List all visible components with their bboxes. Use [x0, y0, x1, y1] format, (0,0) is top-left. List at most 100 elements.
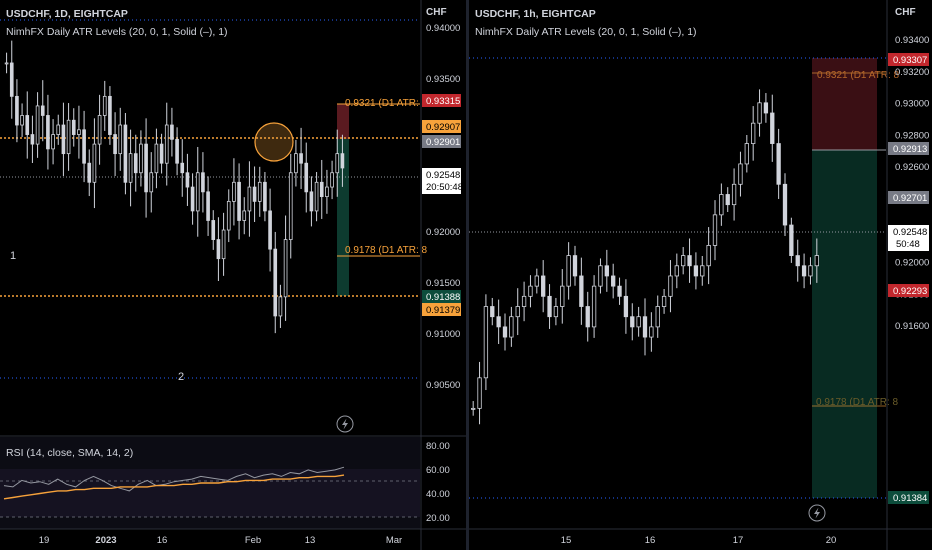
candle-body: [87, 162, 92, 183]
left-badge-support: [422, 303, 461, 316]
candle-body: [630, 316, 635, 328]
candle-body: [738, 163, 743, 185]
right-badge-target-top-text: 0.92913: [893, 144, 927, 155]
candle-body: [113, 134, 117, 155]
candle-body: [801, 265, 807, 277]
candle-body: [808, 265, 813, 277]
candle-body: [247, 186, 252, 212]
left-badge-resistance-text: 0.92907: [426, 122, 460, 133]
candle-body: [232, 181, 236, 202]
candle-body: [471, 407, 476, 410]
time-tick-label: 20: [826, 535, 837, 546]
rsi-tick-label: 80.00: [426, 441, 450, 452]
candle-body: [304, 162, 309, 193]
pane-divider[interactable]: [466, 0, 469, 550]
left-lightning-icon[interactable]: [336, 415, 354, 433]
right-panel[interactable]: USDCHF, 1h, EIGHTCAP NimhFX Daily ATR Le…: [469, 0, 932, 550]
left-badge-countdown-text: 20:50:48: [426, 182, 463, 193]
candle-body: [180, 162, 185, 174]
time-tick-label: 15: [561, 535, 572, 546]
candle-body: [490, 306, 495, 318]
right-lightning-icon[interactable]: [808, 504, 826, 522]
candle-body: [763, 102, 769, 114]
price-tick-label: 0.92600: [895, 162, 929, 173]
candle-body: [15, 95, 19, 126]
time-tick-label: Mar: [386, 535, 402, 546]
candle-body: [528, 285, 533, 297]
time-tick-label: 2023: [95, 535, 116, 546]
candle-body: [776, 143, 781, 185]
candle-body: [71, 119, 76, 135]
candle-body: [288, 172, 293, 240]
candle-body: [687, 255, 692, 267]
candle-body: [604, 265, 609, 277]
time-tick-label: 16: [157, 535, 168, 546]
candle-body: [744, 143, 749, 165]
candle-body: [712, 214, 718, 246]
right-indicator-label: NimhFX Daily ATR Levels (20, 0, 1, Solid…: [475, 26, 697, 38]
left-atr-lower-label: 0.9178 (D1 ATR: 8: [345, 245, 428, 256]
candle-body: [252, 186, 257, 202]
left-time-axis[interactable]: 19 2023 16 Feb 13 Mar: [39, 535, 402, 546]
left-badge-last-price: [422, 168, 461, 194]
right-badge-high-text: 0.93307: [893, 55, 927, 66]
time-tick-label: 13: [305, 535, 316, 546]
candle-body: [681, 255, 686, 267]
rsi-ma-line: [3, 474, 345, 500]
candle-body: [9, 62, 14, 97]
candle-body: [319, 181, 324, 198]
candle-body: [309, 191, 314, 212]
time-tick-label: 16: [645, 535, 656, 546]
right-badge-low: [888, 491, 929, 504]
rsi-axis[interactable]: 80.00 60.00 40.00 20.00: [426, 441, 450, 524]
price-tick-label: 0.93400: [895, 35, 929, 46]
price-tick-label: 0.93200: [895, 67, 929, 78]
left-badge-target-bottom: [422, 290, 461, 303]
candle-body: [102, 95, 107, 116]
candle-body: [46, 115, 50, 150]
candle-body: [636, 316, 641, 328]
price-tick-label: 0.91000: [426, 329, 460, 340]
rsi-lines: [3, 466, 345, 500]
candle-body: [206, 191, 210, 221]
left-symbol-title: USDCHF, 1D, EIGHTCAP: [6, 8, 128, 20]
right-time-axis[interactable]: 15 16 17 20: [561, 535, 837, 546]
candle-body: [521, 295, 527, 307]
right-badge-last-price-text: 0.92548: [893, 227, 927, 238]
left-panel[interactable]: USDCHF, 1D, EIGHTCAP NimhFX Daily ATR Le…: [0, 0, 466, 550]
candle-body: [237, 181, 241, 221]
price-tick-label: 0.93000: [895, 99, 929, 110]
rsi-label: RSI (14, close, SMA, 14, 2): [6, 447, 133, 459]
candle-body: [263, 181, 267, 212]
candle-body: [170, 124, 174, 140]
rsi-band: [0, 469, 420, 517]
candle-body: [725, 194, 730, 206]
candle-body: [757, 102, 762, 124]
candle-body: [706, 245, 711, 267]
candle-body: [572, 255, 578, 277]
candle-body: [649, 326, 654, 338]
right-badge-last-price: [888, 225, 929, 251]
rsi-tick-label: 60.00: [426, 465, 450, 476]
candle-body: [92, 143, 97, 183]
candle-body: [164, 124, 169, 164]
candle-body: [719, 194, 724, 216]
candle-body: [325, 186, 329, 198]
left-candles: [4, 40, 345, 334]
candle-body: [133, 153, 138, 174]
candle-body: [118, 124, 123, 155]
right-badge-countdown-text: 50:48: [896, 239, 920, 250]
candle-body: [483, 306, 489, 379]
candle-body: [139, 143, 143, 174]
candle-body: [509, 316, 514, 338]
candle-body: [314, 181, 319, 212]
candle-body: [623, 295, 629, 318]
candle-body: [185, 172, 190, 188]
candle-body: [731, 183, 737, 206]
right-currency-label: CHF: [895, 7, 916, 18]
candle-body: [795, 255, 800, 267]
candle-body: [25, 115, 30, 135]
candle-body: [30, 134, 35, 145]
candle-body: [566, 255, 571, 287]
